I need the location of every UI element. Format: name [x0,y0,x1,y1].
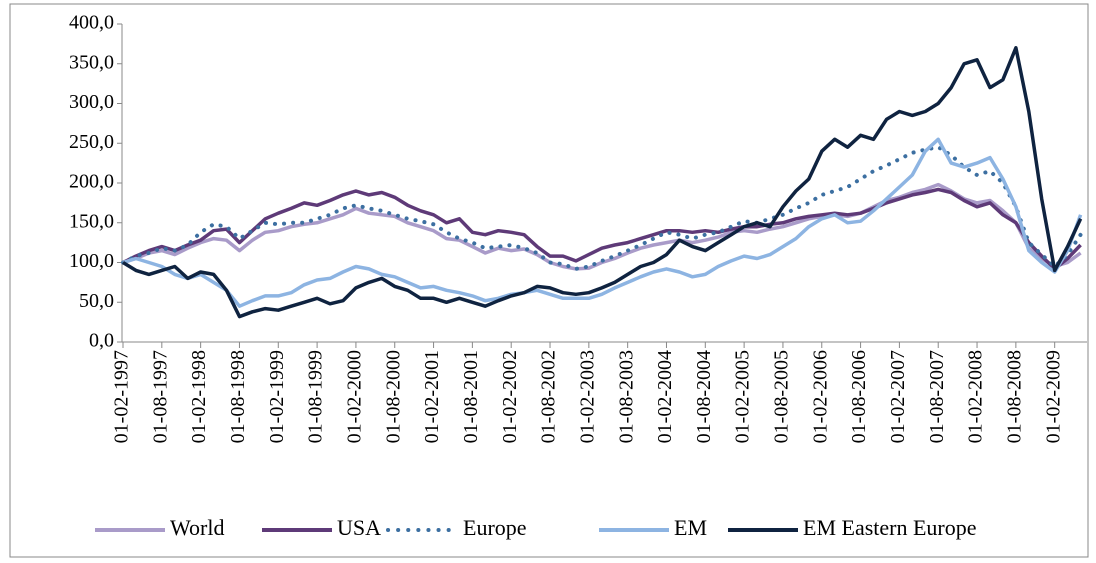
y-tick-label: 200,0 [69,171,114,193]
series-line [122,182,1082,271]
x-tick-label: 01-08-1997 [149,350,171,443]
x-tick-label: 01-08-1998 [227,350,249,443]
series-line [121,145,1083,271]
x-tick-label: 01-08-2005 [771,350,793,443]
legend-label: EM [674,515,707,540]
frame [9,3,1089,558]
x-tick-label: 01-02-1998 [188,350,210,443]
x-tick-label: 01-08-2007 [926,350,948,443]
x-tick-label: 01-08-1999 [305,350,327,443]
x-tick-label: 01-02-2005 [732,350,754,443]
y-tick-label: 50,0 [79,290,114,312]
x-tick-label: 01-08-2004 [693,350,715,443]
x-tick-label: 01-08-2001 [460,350,482,443]
series-line [122,46,1083,319]
y-tick-label: 400,0 [69,12,114,34]
x-tick-label: 01-02-2002 [499,350,521,443]
x-tick-label: 01-02-2001 [421,350,443,443]
legend-label: World [170,515,224,540]
x-tick-label: 01-08-2003 [615,350,637,443]
y-tick-label: 300,0 [69,91,114,113]
x-tick-label: 01-02-2000 [344,350,366,443]
x-tick-label: 01-08-2008 [1003,350,1025,443]
x-tick-label: 01-02-2004 [654,350,676,443]
y-tick-label: 100,0 [69,250,114,272]
x-tick-label: 01-08-2000 [382,350,404,443]
legend-label: EM Eastern Europe [803,515,977,540]
x-tick-label: 01-02-2007 [887,350,909,443]
x-tick-label: 01-08-2002 [538,350,560,443]
legend-label: USA [337,515,381,540]
x-tick-label: 01-02-2003 [576,350,598,443]
y-tick-label: 250,0 [69,131,114,153]
x-tick-label: 01-02-1999 [266,350,288,443]
x-tick-label: 01-02-2008 [965,350,987,443]
x-tick-label: 01-02-2006 [809,350,831,443]
x-tick-label: 01-08-2006 [848,350,870,443]
x-tick-label: 01-02-1997 [111,350,133,443]
series-line [122,187,1082,271]
y-tick-label: 150,0 [69,210,114,232]
y-tick-label: 350,0 [69,51,114,73]
y-tick-label: 0,0 [89,330,114,352]
series-line [122,137,1083,308]
x-tick-label: 01-02-2009 [1042,350,1064,443]
legend-label: Europe [463,515,527,540]
